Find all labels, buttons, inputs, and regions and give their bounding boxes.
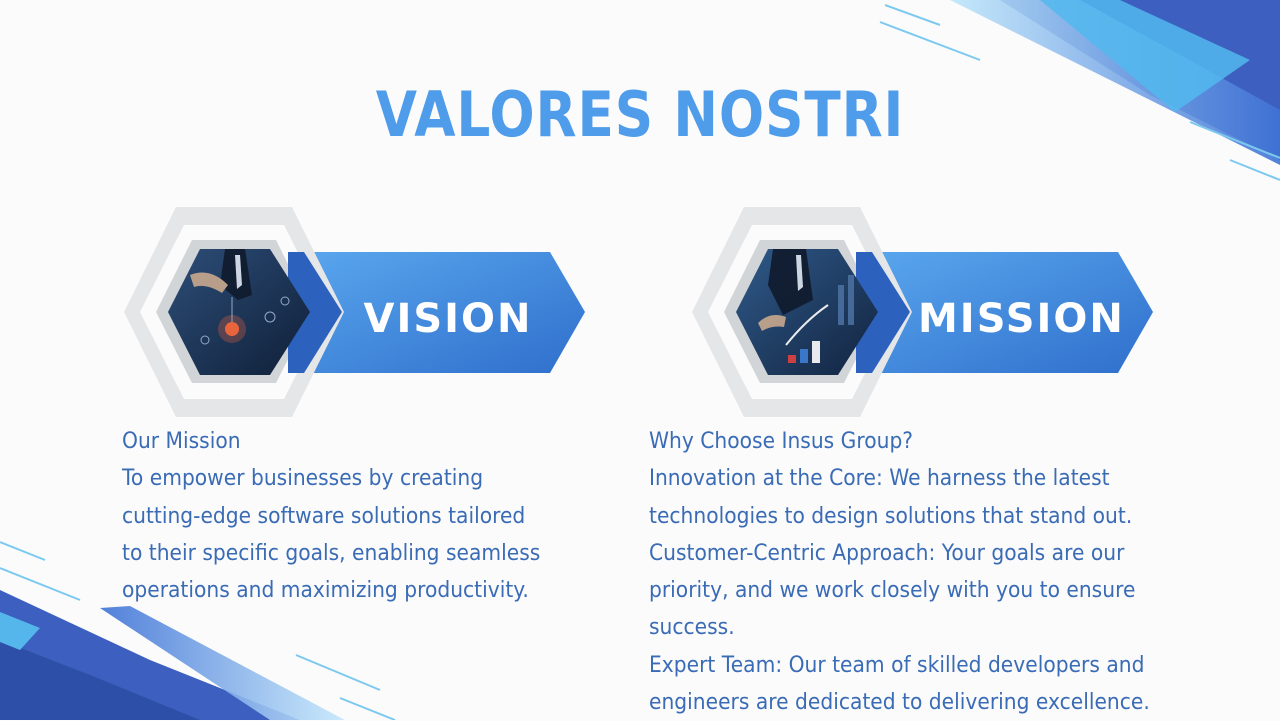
vision-heading: Our Mission [122, 428, 241, 454]
bottom-left-decoration [0, 541, 396, 720]
page-title: VALORES NOSTRI [375, 78, 905, 151]
top-right-decoration [879, 0, 1280, 181]
mission-text-line: Innovation at the Core: We harness the l… [649, 465, 1110, 492]
vision-text-line: cutting-edge software solutions tailored [122, 502, 526, 529]
mission-label: MISSION [918, 296, 1125, 342]
mission-text-line: success. [649, 614, 735, 641]
banner-arrow-shape [290, 252, 585, 373]
mission-text-line: Expert Team: Our team of skilled develop… [649, 651, 1145, 678]
banner-arrow-shape [858, 252, 1153, 373]
vision-text-line: operations and maximizing productivity. [122, 577, 529, 604]
mission-text-line: technologies to design solutions that st… [649, 502, 1133, 529]
mission-text-line: engineers are dedicated to delivering ex… [649, 689, 1150, 716]
vision-label: VISION [363, 296, 533, 342]
mission-description: Why Choose Insus Group? Innovation at th… [649, 423, 1150, 721]
mission-text-line: priority, and we work closely with you t… [649, 577, 1136, 604]
vision-text-line: To empower businesses by creating [122, 465, 484, 492]
vision-description: Our Mission To empower businesses by cre… [122, 423, 540, 609]
vision-banner: VISION [120, 205, 590, 420]
mission-text-line: Customer-Centric Approach: Your goals ar… [649, 539, 1125, 566]
mission-banner: MISSION [688, 205, 1158, 420]
vision-text-line: to their specific goals, enabling seamle… [122, 539, 541, 566]
mission-heading: Why Choose Insus Group? [649, 428, 914, 454]
